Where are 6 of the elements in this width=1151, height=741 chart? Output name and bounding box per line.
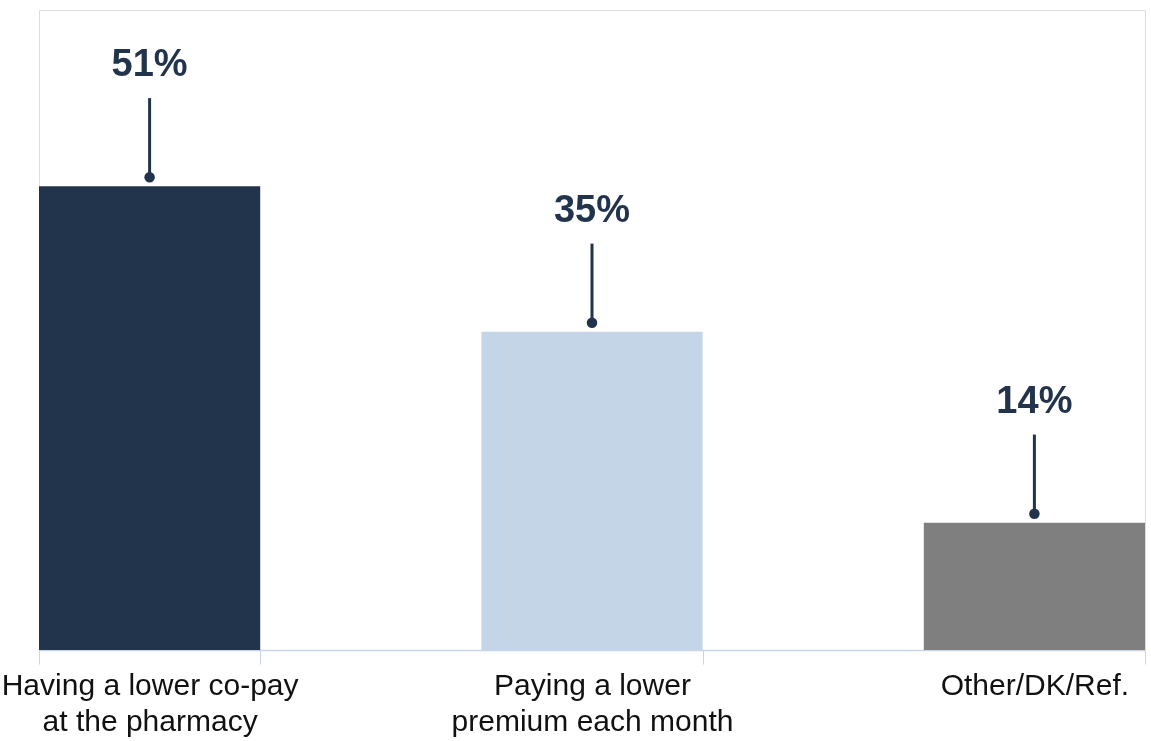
data-label: 51%	[111, 42, 188, 85]
data-label: 14%	[996, 378, 1073, 421]
x-tick-label: Paying a lower premium each month	[451, 667, 734, 737]
x-tick-label: Having a lower co-pay at the pharmacy	[1, 667, 299, 737]
data-label: 35%	[553, 187, 631, 230]
x-tick-label: Other/DK/Ref.	[940, 667, 1130, 701]
